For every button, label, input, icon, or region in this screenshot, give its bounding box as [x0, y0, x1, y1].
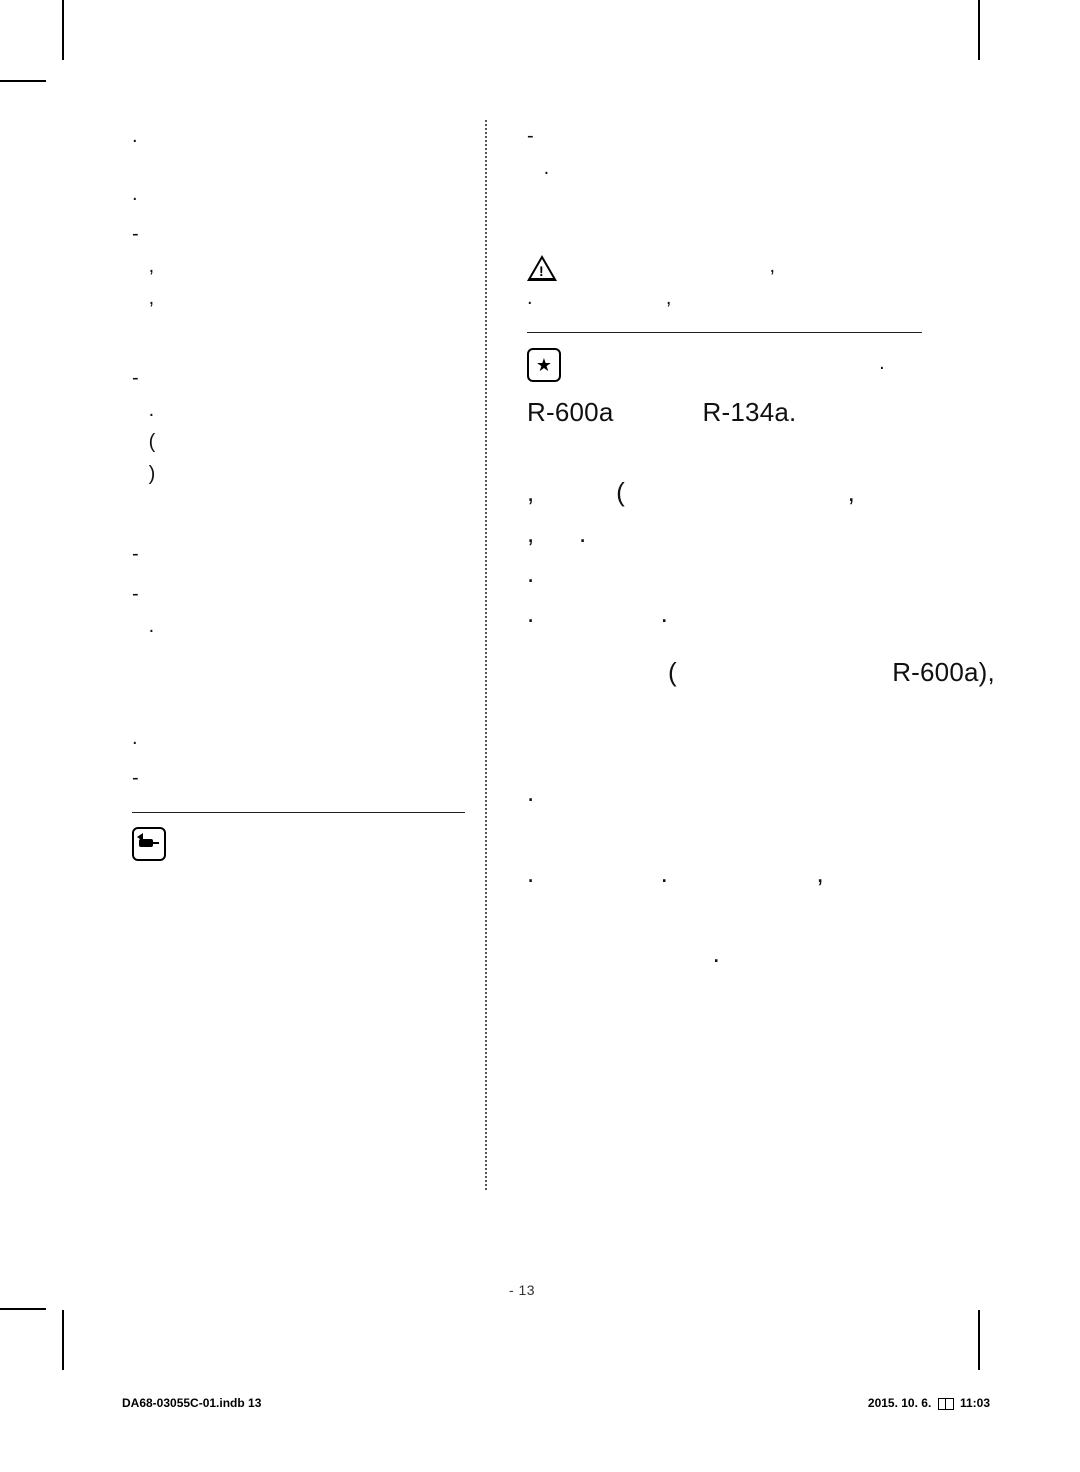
footer-date: 2015. 10. 6.: [868, 1396, 931, 1410]
two-column-layout: . . -: [132, 120, 922, 1190]
star-icon: [527, 348, 561, 382]
section-divider: [132, 812, 465, 813]
crop-mark: [62, 1310, 64, 1370]
bullet-dash: -: [527, 120, 534, 184]
warning-icon: [527, 255, 557, 281]
footer-datetime: 2015. 10. 6. 11:03: [868, 1396, 990, 1410]
bullet-dash: -: [132, 578, 139, 642]
paragraph: .: [132, 178, 465, 210]
plug-icon: [132, 827, 166, 861]
print-footer: DA68-03055C-01.indb 13 2015. 10. 6. 11:0…: [122, 1396, 990, 1410]
list-item-text: , ,: [149, 218, 465, 314]
list-item: - .: [527, 120, 922, 184]
star-text: .: [573, 352, 884, 374]
refrigerant-paragraph: . . ,: [527, 812, 922, 893]
footer-time: 11:03: [960, 1396, 990, 1410]
page-body: . . -: [62, 80, 982, 1280]
list-item: - , ,: [132, 218, 465, 314]
bullet-dash: -: [132, 538, 139, 570]
bullet-dash: -: [132, 218, 139, 314]
bullet-dash: -: [132, 762, 139, 794]
refrigerant-paragraph: ( R-600a),: [527, 652, 922, 692]
crop-mark: [0, 80, 46, 82]
refrigerant-paragraph: .: [527, 732, 922, 813]
crop-mark: [0, 1308, 46, 1310]
list-item-text: .: [544, 120, 922, 184]
star-block: .: [527, 347, 922, 382]
plug-icon-row: [132, 827, 465, 861]
crop-mark: [62, 0, 64, 60]
list-item-text: . ( ): [149, 362, 465, 490]
refrigerant-paragraph: , ( , , . .: [527, 432, 922, 633]
list-item: - .: [132, 578, 465, 642]
left-column: . . -: [132, 120, 485, 1190]
crop-mark: [978, 1310, 980, 1370]
refrigerant-paragraph: .: [527, 933, 922, 973]
page-number: - 13: [509, 1282, 535, 1298]
list-item: -: [132, 538, 465, 570]
clock-icon: [938, 1398, 954, 1410]
warning-text: , . ,: [527, 255, 953, 309]
section-divider: [527, 332, 922, 333]
warning-block: , . ,: [527, 250, 922, 314]
paragraph: .: [132, 690, 465, 754]
list-item-text: .: [149, 578, 465, 642]
refrigerant-heading: R-600a R-134a.: [527, 392, 922, 432]
bullet-dash: -: [132, 362, 139, 490]
paragraph: .: [132, 120, 465, 152]
list-item: -: [132, 762, 465, 794]
crop-mark: [978, 0, 980, 60]
right-column: - .: [485, 120, 922, 1190]
footer-filename: DA68-03055C-01.indb 13: [122, 1396, 261, 1410]
list-item: - . (: [132, 362, 465, 490]
